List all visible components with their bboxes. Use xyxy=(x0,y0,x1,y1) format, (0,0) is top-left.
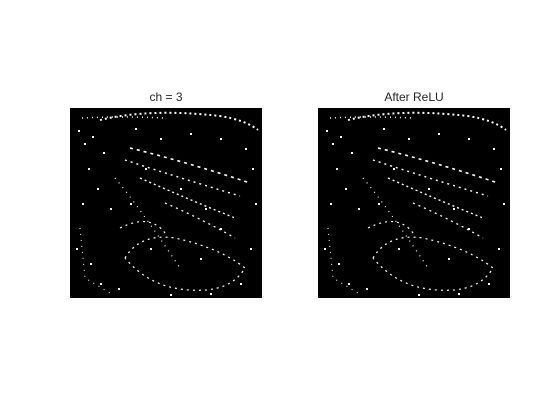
panel-title: ch = 3 xyxy=(149,90,183,104)
feature-map-image xyxy=(70,108,262,298)
feature-map-canvas xyxy=(70,108,262,298)
panel-title: After ReLU xyxy=(384,90,444,104)
panel-after-relu: After ReLU xyxy=(318,90,510,310)
relu-output-image xyxy=(318,108,510,298)
relu-output-canvas xyxy=(318,108,510,298)
panel-channel-3: ch = 3 xyxy=(70,90,262,310)
